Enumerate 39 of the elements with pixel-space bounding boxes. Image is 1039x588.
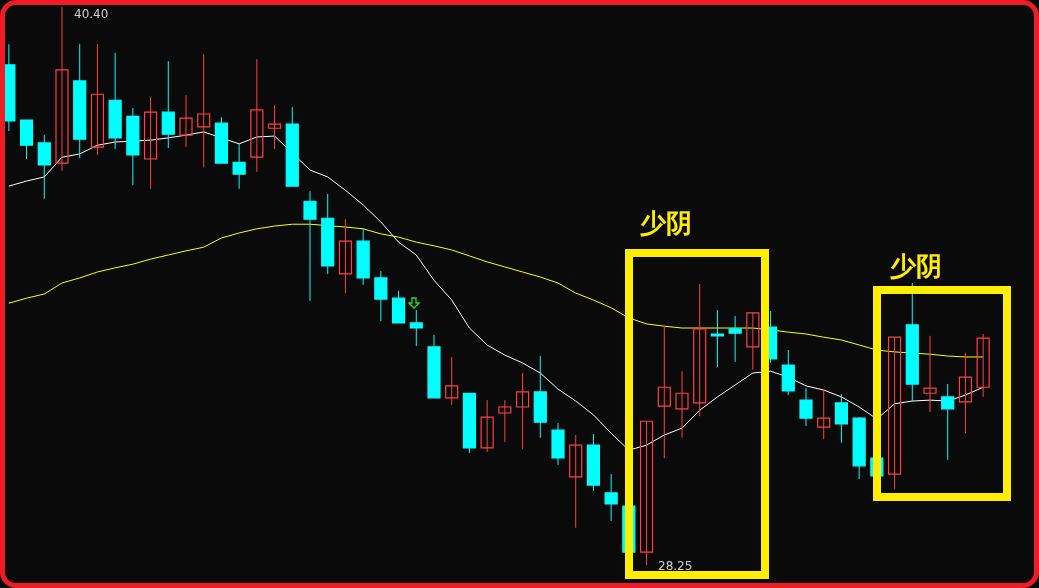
candlestick <box>941 383 955 461</box>
candlestick <box>232 143 246 190</box>
candlestick <box>923 335 937 413</box>
candlestick <box>143 96 158 190</box>
annotation: 少阴 <box>640 207 692 240</box>
candlestick <box>480 399 494 453</box>
annotation: 40.40 <box>74 7 109 21</box>
candlestick <box>817 388 831 440</box>
candlestick <box>746 312 760 371</box>
candlestick <box>887 336 902 490</box>
annotation: 28.25 <box>658 559 693 573</box>
candlestick <box>657 325 671 459</box>
candlestick <box>976 333 990 398</box>
candlestick <box>409 309 423 347</box>
candlestick <box>728 315 742 363</box>
candlestick <box>693 283 707 417</box>
candlestick <box>799 387 813 427</box>
candlestick <box>250 58 264 173</box>
candlestick <box>90 43 105 156</box>
candlestick <box>639 420 654 566</box>
candlestick <box>958 352 973 434</box>
candlestick <box>498 399 512 443</box>
candlestick <box>37 134 51 200</box>
candlestick <box>303 190 317 302</box>
candlestick <box>515 372 530 450</box>
candlestick <box>267 104 282 150</box>
candlestick <box>834 393 849 444</box>
candlestick <box>179 94 193 148</box>
annotation: 少阴 <box>890 250 942 283</box>
candlestick <box>675 370 689 439</box>
candlestick <box>604 473 618 522</box>
candlestick <box>445 356 459 406</box>
candlestick <box>197 53 211 168</box>
candlestick <box>55 6 69 172</box>
candlestick <box>710 309 725 368</box>
candlestick <box>338 218 353 294</box>
candlestick <box>569 434 583 529</box>
candlestick <box>161 60 175 149</box>
candlestick <box>374 270 388 322</box>
